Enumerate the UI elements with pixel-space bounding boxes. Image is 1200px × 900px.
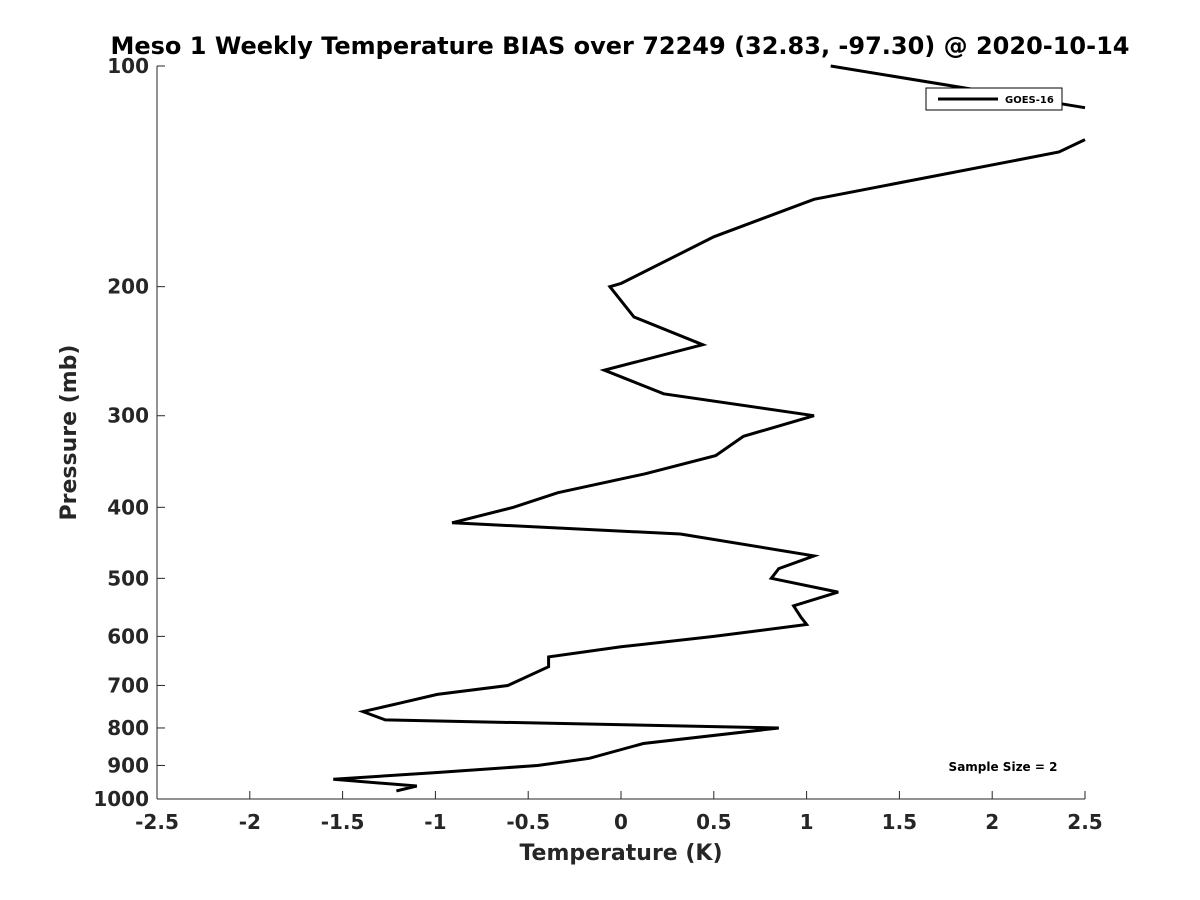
y-tick-label: 1000 [93, 787, 149, 811]
x-tick-label: 2 [985, 810, 999, 834]
x-tick-label: 2.5 [1067, 810, 1102, 834]
x-tick-label: 0.5 [696, 810, 731, 834]
x-tick-label: -1.5 [321, 810, 365, 834]
x-tick-label: 1.5 [882, 810, 917, 834]
y-tick-label: 400 [107, 495, 149, 519]
x-tick-label: -2 [239, 810, 261, 834]
chart-title: Meso 1 Weekly Temperature BIAS over 7224… [110, 32, 1129, 60]
x-tick-label: -1 [424, 810, 446, 834]
axes [156, 66, 1085, 800]
y-tick-label: 900 [107, 753, 149, 777]
y-axis-ticks: 100 200 300 400 500 600 700 800 900 1000 [93, 54, 165, 811]
x-tick-label: 1 [800, 810, 814, 834]
legend-label: GOES-16 [1005, 95, 1054, 106]
y-tick-label: 600 [107, 624, 149, 648]
y-axis-label: Pressure (mb) [57, 345, 82, 521]
y-tick-label: 100 [107, 54, 149, 78]
legend: GOES-16 [925, 87, 1063, 111]
y-tick-label: 200 [107, 275, 149, 299]
y-tick-label: 800 [107, 716, 149, 740]
y-tick-label: 500 [107, 566, 149, 590]
x-axis-label: Temperature (K) [519, 841, 722, 866]
plot-lines [333, 64, 1086, 793]
x-tick-label: -2.5 [135, 810, 179, 834]
y-tick-label: 700 [107, 673, 149, 697]
sample-size-annotation: Sample Size = 2 [949, 760, 1058, 774]
series-line [333, 138, 1086, 793]
x-tick-label: 0 [614, 810, 628, 834]
x-axis-ticks: -2.5 -2 -1.5 -1 -0.5 0 0.5 1 1.5 2 2.5 [135, 791, 1103, 834]
y-tick-label: 300 [107, 404, 149, 428]
x-tick-label: -0.5 [506, 810, 550, 834]
